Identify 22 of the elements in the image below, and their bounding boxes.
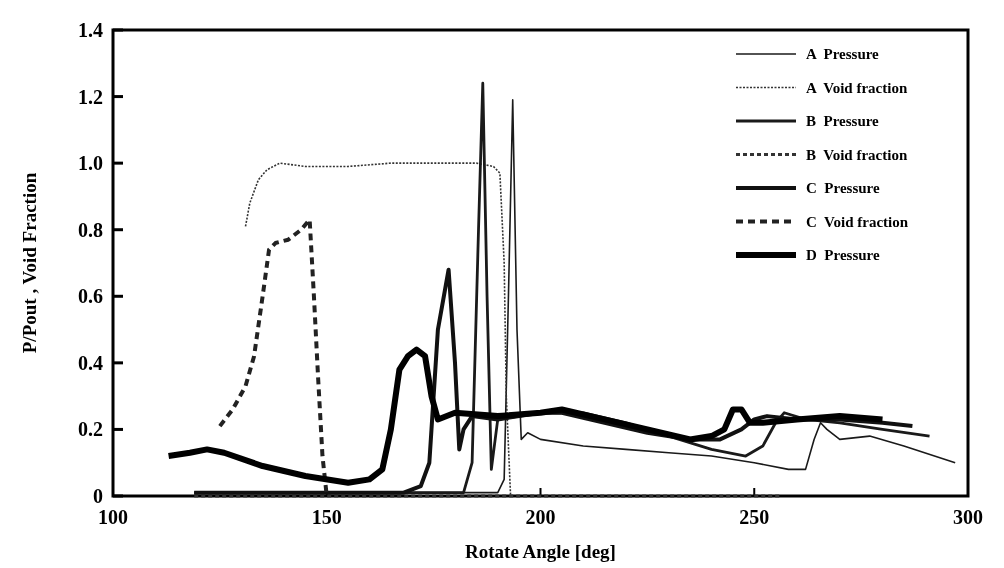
- y-axis-title: P/Pout , Void Fraction: [19, 172, 40, 354]
- legend-label: B Pressure: [806, 113, 880, 130]
- x-tick-label: 200: [525, 506, 556, 528]
- y-tick-label: 0.4: [78, 351, 103, 374]
- y-tick-label: 1.2: [78, 85, 103, 108]
- y-tick-label: 0.8: [78, 218, 103, 241]
- y-tick-label: 0.6: [78, 285, 103, 308]
- legend-label: A Void fraction: [806, 79, 908, 96]
- legend-label: D Pressure: [806, 247, 880, 264]
- legend-label: A Pressure: [806, 46, 880, 63]
- y-tick-label: 1.0: [78, 152, 103, 175]
- x-axis-title: Rotate Angle [deg]: [465, 541, 616, 562]
- y-tick-label: 0: [93, 485, 103, 507]
- y-tick-label: 0.2: [78, 418, 103, 441]
- legend-label: C Pressure: [806, 180, 880, 197]
- x-tick-label: 150: [311, 506, 342, 528]
- x-tick-label: 300: [953, 506, 983, 528]
- x-tick-label: 250: [739, 506, 770, 528]
- legend-label: B Void fraction: [806, 146, 908, 163]
- y-tick-label: 1.4: [78, 19, 103, 41]
- x-tick-label: 100: [98, 506, 128, 528]
- legend-label: C Void fraction: [806, 213, 909, 230]
